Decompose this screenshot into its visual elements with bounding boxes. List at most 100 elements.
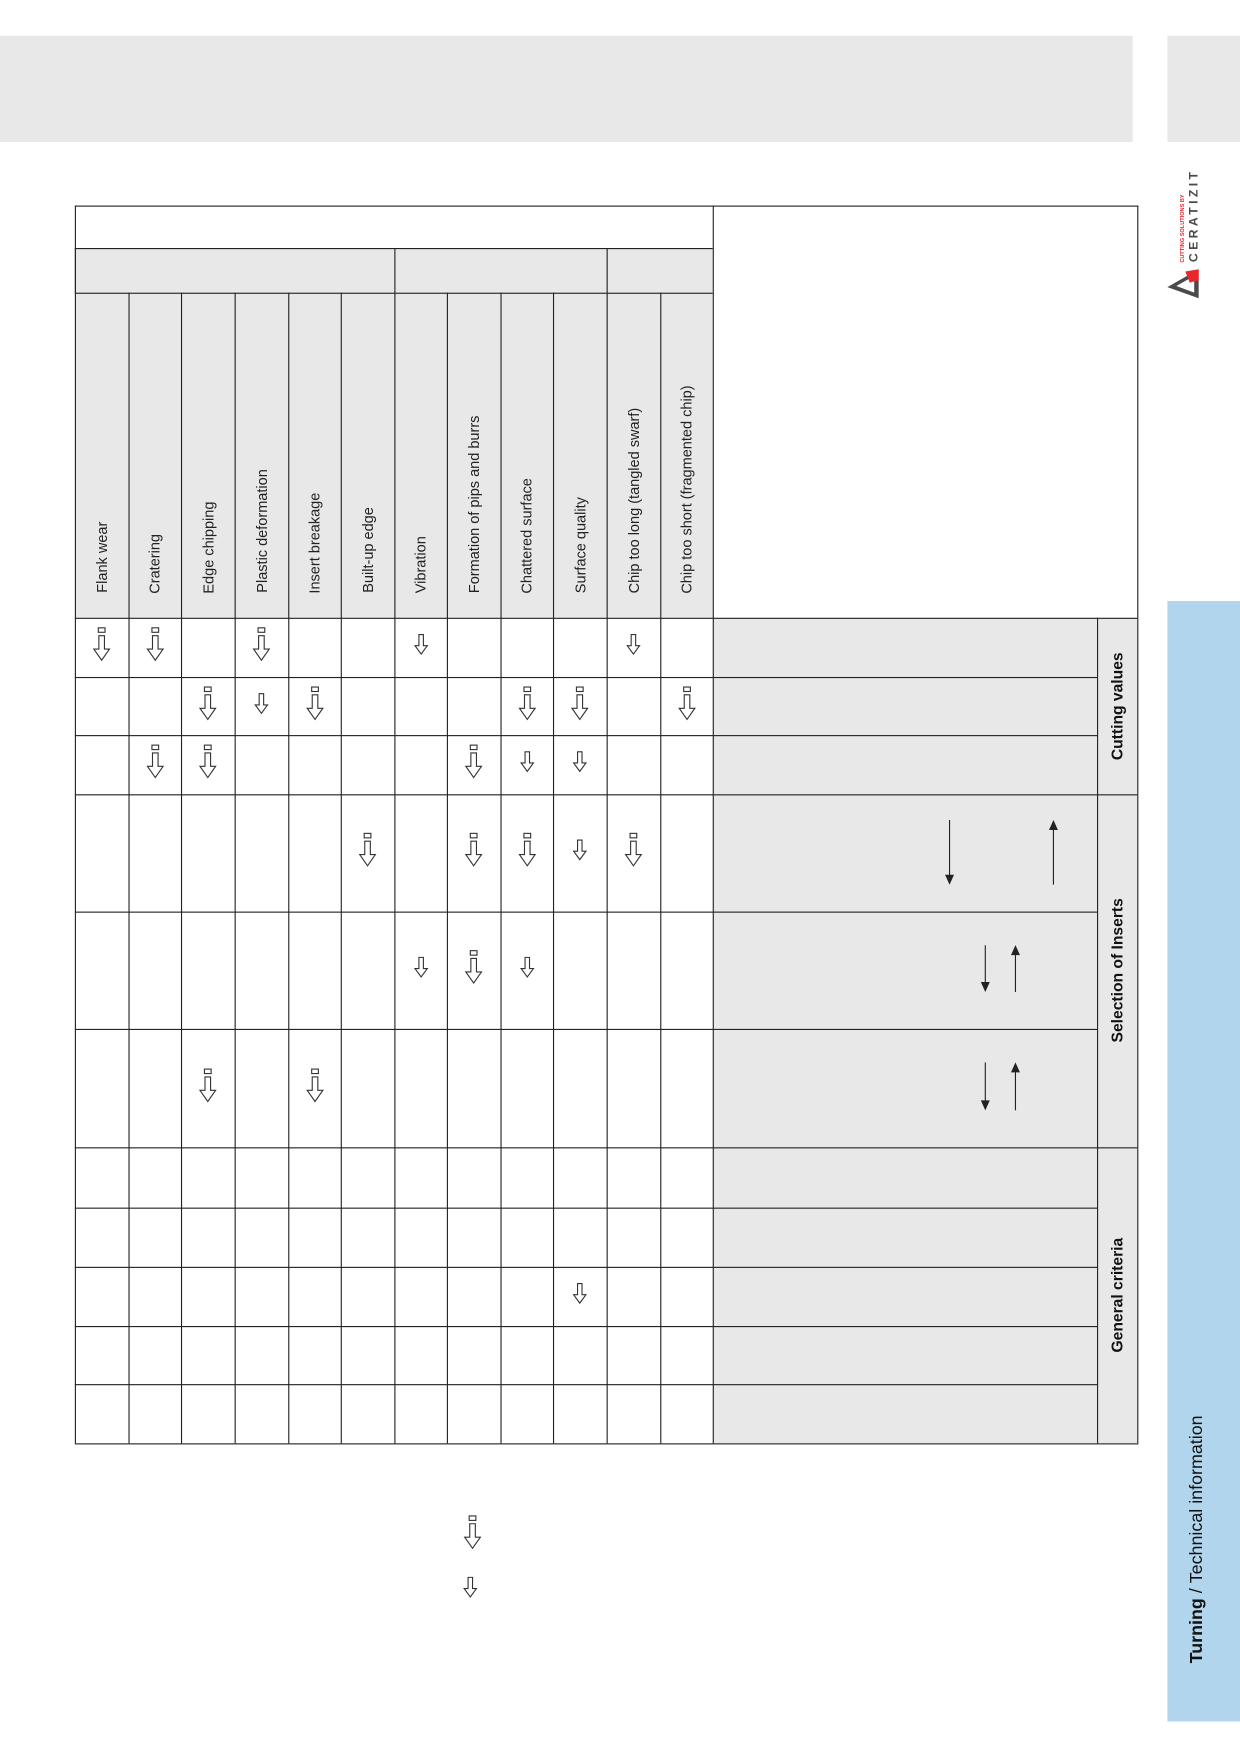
table-cell — [447, 735, 501, 794]
grid-line — [712, 205, 714, 1444]
table-cell — [235, 912, 289, 1029]
column-header-label: Vibration — [412, 536, 429, 594]
table-cell — [607, 1147, 661, 1207]
table-cell — [181, 1208, 235, 1267]
arrow-down-large-icon — [251, 627, 271, 668]
table-cell — [288, 1384, 341, 1443]
grid-line — [606, 248, 608, 293]
arrow-down-small-icon — [572, 751, 588, 779]
column-header: Chip too long (tangled swarf) — [607, 293, 661, 607]
column-header-label: Chip too short (fragmented chip) — [678, 384, 695, 594]
table-cell — [500, 1326, 553, 1384]
column-header: Insert breakage — [288, 293, 341, 607]
table-cell — [660, 1326, 713, 1384]
arrow-down-large-icon — [570, 685, 590, 726]
table-cell — [447, 1029, 501, 1147]
column-header: Formation of pips and burrs — [447, 293, 501, 607]
ceratizit-logo: CUTTING SOLUTIONS BY CERATIZIT — [1162, 145, 1207, 307]
table-cell — [128, 1267, 181, 1326]
grid-line — [394, 292, 396, 1444]
grid-line — [74, 1443, 1139, 1445]
table-cell — [660, 618, 713, 677]
column-header-label: Cratering — [146, 533, 164, 594]
arrow-down-small-icon — [519, 751, 535, 779]
table-cell — [75, 912, 129, 1029]
column-header: Edge chipping — [181, 293, 235, 607]
table-cell — [75, 677, 129, 735]
table-cell — [128, 1326, 181, 1384]
table-cell — [394, 1029, 447, 1147]
grid-line — [1097, 1147, 1138, 1149]
table-cell — [341, 1384, 395, 1443]
table-cell — [181, 794, 235, 911]
grid-line — [660, 292, 662, 1444]
table-cell — [607, 1267, 661, 1326]
table-cell — [607, 1029, 661, 1147]
column-header-label: Chattered surface — [518, 477, 536, 594]
row-label-fill — [712, 617, 1138, 1444]
table-cell — [607, 1208, 661, 1267]
table-cell — [553, 618, 607, 677]
table-cell — [660, 912, 713, 1029]
table-cell — [447, 794, 501, 911]
grid-line — [74, 794, 1098, 796]
table-cell — [553, 912, 607, 1029]
table-cell — [500, 1267, 553, 1326]
table-cell — [607, 735, 661, 794]
table-cell — [181, 912, 235, 1029]
arrow-down-large-icon — [198, 744, 218, 785]
table-cell — [660, 1147, 713, 1207]
table-cell — [394, 1208, 447, 1267]
table-cell — [341, 794, 395, 911]
table-cell — [553, 1384, 607, 1443]
arrow-down-small-icon — [626, 633, 642, 661]
grid-line — [74, 1384, 1098, 1386]
table-cell — [128, 735, 181, 794]
table-cell — [288, 912, 341, 1029]
grid-line — [74, 617, 1098, 619]
header-band — [0, 35, 1133, 142]
table-cell — [235, 735, 289, 794]
side-tab: Turning / Technical information — [1167, 601, 1240, 1722]
arrow-down-icon — [980, 1062, 991, 1111]
table-cell — [660, 1267, 713, 1326]
table-cell — [447, 677, 501, 735]
table-cell — [660, 677, 713, 735]
table-cell — [181, 1147, 235, 1207]
table-cell — [75, 1384, 129, 1443]
group-header-label: Selection of Inserts — [1108, 898, 1127, 1043]
arrow-down-large-icon — [517, 832, 537, 873]
table-cell — [75, 1208, 129, 1267]
column-header-label: Formation of pips and burrs — [465, 415, 483, 594]
arrow-down-icon — [980, 945, 991, 993]
column-header-label: Chip too long (tangled swarf) — [625, 407, 642, 594]
table-cell — [607, 912, 661, 1029]
table-cell — [553, 677, 607, 735]
table-cell — [500, 1384, 553, 1443]
grid-line — [1097, 617, 1099, 1444]
column-header: Surface quality — [553, 293, 607, 607]
grid-line — [446, 292, 448, 1444]
table-cell — [500, 1029, 553, 1147]
group-header: General criteria — [1097, 1147, 1137, 1443]
grid-line — [74, 205, 76, 1444]
arrow-up-icon — [1010, 1062, 1021, 1111]
table-cell — [288, 1029, 341, 1147]
table-cell — [128, 1208, 181, 1267]
table-cell — [500, 735, 553, 794]
table-cell — [75, 794, 129, 911]
table-cell — [288, 735, 341, 794]
table-cell — [607, 1326, 661, 1384]
table-cell — [128, 794, 181, 911]
column-header: Plastic deformation — [235, 293, 289, 607]
arrow-down-large-icon — [464, 832, 484, 873]
table-cell — [341, 618, 395, 677]
table-cell — [235, 1267, 289, 1326]
table-cell — [607, 677, 661, 735]
table-cell — [500, 912, 553, 1029]
column-header: Chip too short (fragmented chip) — [660, 293, 713, 607]
table-cell — [394, 912, 447, 1029]
table-cell — [235, 1208, 289, 1267]
grid-line — [74, 1028, 1098, 1030]
section-subtitle: Technical information — [1187, 1415, 1207, 1584]
